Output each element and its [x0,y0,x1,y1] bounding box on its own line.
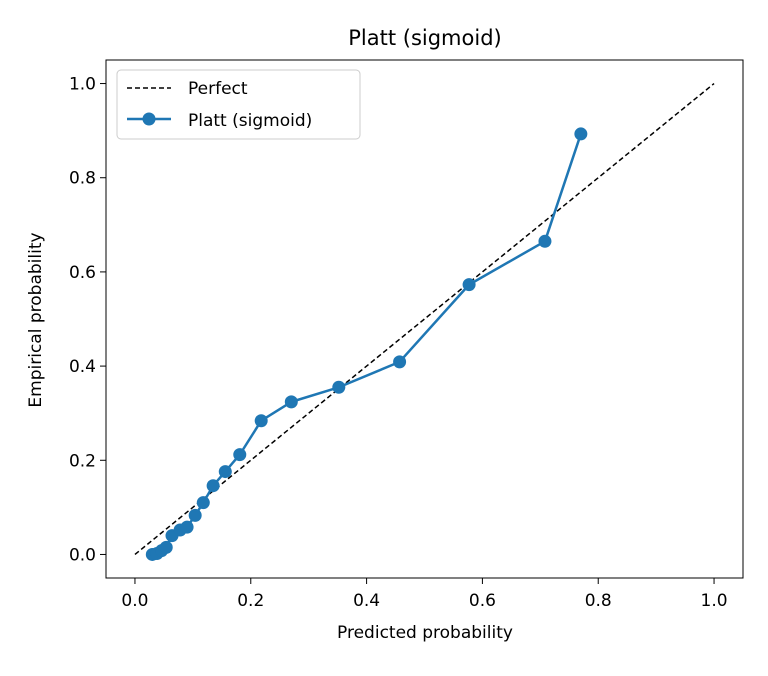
platt-point [462,278,476,292]
x-axis-label: Predicted probability [337,623,513,643]
plot-area: 0.0 0.2 0.4 0.6 0.8 1.0 0.0 0.2 0.4 0.6 0.8 1.0 [69,59,744,611]
platt-point [332,380,346,394]
platt-point [196,496,210,510]
y-tick-label: 0.2 [69,451,96,471]
platt-point [180,520,194,534]
x-tick-label: 0.4 [353,591,380,611]
platt-point [538,234,552,248]
platt-point [233,448,247,462]
legend-platt-marker [142,112,156,126]
chart-title: Platt (sigmoid) [348,26,501,50]
platt-point [206,479,220,493]
y-tick-label: 0.6 [69,263,96,283]
platt-point [393,355,407,369]
platt-point [159,540,173,554]
y-tick-label: 0.8 [69,169,96,189]
legend-perfect-label: Perfect [188,79,248,99]
y-tick-label: 0.4 [69,357,96,377]
legend-platt-label: Platt (sigmoid) [188,111,312,131]
platt-point [254,414,268,428]
x-tick-label: 1.0 [701,591,728,611]
y-tick-label: 0.0 [69,545,96,565]
x-tick-label: 0.0 [121,591,148,611]
legend: Perfect Platt (sigmoid) [116,69,361,140]
y-tick-label: 1.0 [69,75,96,95]
x-tick-label: 0.2 [237,591,264,611]
perfect-line [134,82,715,556]
x-tick-label: 0.8 [585,591,612,611]
axes-frame [105,59,744,579]
y-axis-label: Empirical probability [26,232,46,407]
platt-point [284,395,298,409]
platt-point [574,127,588,141]
platt-point [188,508,202,522]
platt-point [218,465,232,479]
legend-frame [116,69,361,140]
x-tick-label: 0.6 [469,591,496,611]
